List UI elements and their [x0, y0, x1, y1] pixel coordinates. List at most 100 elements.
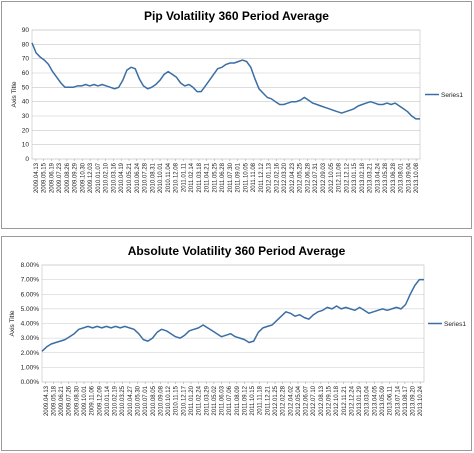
x-tick-label: 2012.11.08	[337, 162, 343, 192]
y-tick-label: 90	[22, 27, 30, 34]
x-tick-label: 2011.01.20	[189, 385, 195, 415]
x-tick-label: 2013.09.20	[411, 385, 417, 416]
y-tick-label: 0	[25, 156, 29, 163]
x-tick-label: 2011.10.05	[243, 162, 249, 192]
x-tick-label: 2012.05.25	[298, 162, 304, 193]
absolute-volatility-chart-panel: Absolute Volatility 360 Period Average 0…	[1, 236, 472, 451]
x-tick-label: 2011.06.03	[220, 385, 226, 415]
x-tick-label: 2009.06.21	[59, 385, 65, 416]
x-tick-label: 2010.05.30	[136, 385, 142, 416]
x-tick-label: 2013.08.17	[403, 385, 409, 416]
x-tick-label: 2013.05.28	[383, 162, 389, 193]
x-tick-label: 2011.09.01	[236, 162, 242, 192]
x-tick-label: 2012.10.05	[329, 162, 335, 193]
x-tick-label: 2009.08.30	[74, 385, 80, 416]
x-tick-label: 2012.01.25	[273, 385, 279, 416]
x-tick-label: 2009.04.13	[34, 162, 40, 193]
y-axis-title: Axis Title	[9, 310, 16, 336]
x-tick-label: 2010.09.08	[158, 385, 164, 416]
x-tick-label: 2011.08.09	[235, 385, 241, 415]
x-tick-label: 2012.08.13	[319, 385, 325, 416]
x-tick-label: 2010.05.21	[127, 162, 133, 193]
x-tick-label: 2010.10.12	[166, 385, 172, 416]
x-tick-label: 2009.12.03	[88, 162, 94, 193]
x-tick-label: 2011.12.21	[265, 385, 271, 415]
series-line	[31, 42, 420, 120]
y-tick-label: 4.00%	[21, 321, 40, 328]
x-tick-label: 2012.07.31	[313, 162, 319, 193]
x-tick-label: 2010.03.16	[111, 162, 117, 193]
y-tick-label: 80	[22, 41, 30, 48]
x-tick-label: 2010.01.14	[105, 385, 111, 416]
x-tick-label: 2011.11.18	[258, 385, 264, 415]
pip-volatility-chart-panel: Pip Volatility 360 Period Average 0 10 20 3…	[1, 1, 472, 229]
y-axis-title: Axis Title	[11, 81, 18, 107]
y-tick-label: 60	[22, 70, 30, 77]
x-tick-label: 2012.12.24	[349, 385, 355, 416]
x-tick-label: 2011.07.30	[228, 162, 234, 192]
x-tick-label: 2012.12.12	[344, 162, 350, 193]
x-tick-label: 2013.10.08	[414, 162, 420, 193]
x-tick-label: 2010.02.19	[113, 385, 119, 416]
x-tick-label: 2013.03.04	[365, 385, 371, 416]
x-tick-label: 2013.04.24	[375, 162, 381, 193]
legend-label: Series1	[441, 92, 463, 99]
x-tick-label: 2012.07.10	[311, 385, 317, 416]
x-tick-label: 2012.02.16	[274, 162, 280, 193]
x-tick-label: 2011.03.29	[204, 385, 210, 415]
y-tick-label: 6.00%	[21, 291, 40, 298]
series-line	[41, 278, 424, 352]
x-tick-label: 2013.04.05	[372, 385, 378, 416]
x-tick-label: 2009.12.09	[97, 385, 103, 416]
x-tick-label: 2011.03.18	[197, 162, 203, 192]
x-tick-label: 2011.09.12	[242, 385, 248, 415]
x-tick-label: 2011.04.21	[205, 162, 211, 192]
x-tick-label: 2011.10.15	[250, 385, 256, 415]
chart-title: Absolute Volatility 360 Period Average	[127, 244, 346, 258]
x-tick-label: 2013.09.04	[406, 162, 412, 193]
x-tick-label: 2012.02.28	[281, 385, 287, 416]
x-tick-label: 2012.10.18	[334, 385, 340, 416]
x-tick-label: 2009.09.29	[73, 162, 79, 193]
x-tick-label: 2012.05.04	[296, 385, 302, 416]
y-tick-label: 2.00%	[21, 350, 40, 357]
x-tick-label: 2010.08.05	[151, 385, 157, 416]
x-tick-label: 2011.05.02	[212, 385, 218, 415]
x-tick-label: 2011.05.25	[212, 162, 218, 192]
x-tick-label: 2011.11.08	[251, 162, 257, 192]
x-tick-label: 2010.12.17	[181, 385, 187, 416]
x-tick-label: 2010.06.24	[135, 162, 141, 193]
x-tick-label: 2010.11.04	[166, 162, 172, 192]
x-tick-label: 2009.07.23	[57, 162, 63, 193]
y-tick-label: 70	[22, 56, 30, 63]
x-tick-label: 2013.05.09	[380, 385, 386, 416]
x-tick-label: 2012.09.03	[321, 162, 327, 193]
x-tick-label: 2010.12.08	[174, 162, 180, 193]
x-tick-label: 2011.07.06	[227, 385, 233, 415]
x-tick-label: 2010.07.28	[143, 162, 149, 193]
y-tick-label: 10	[22, 142, 30, 149]
y-tick-label: 20	[22, 127, 30, 134]
x-tick-label: 2010.11.15	[174, 385, 180, 415]
x-tick-label: 2012.04.02	[288, 385, 294, 416]
x-tick-label: 2012.06.28	[305, 162, 311, 193]
x-tick-label: 2010.04.27	[128, 385, 134, 416]
x-tick-label: 2009.10.30	[80, 162, 86, 193]
x-tick-label: 2011.02.14	[189, 162, 195, 192]
x-tick-label: 2009.06.19	[49, 162, 55, 193]
chart-title: Pip Volatility 360 Period Average	[144, 9, 329, 23]
y-tick-label: 40	[22, 99, 30, 106]
absolute-volatility-chart: 0.00% 1.00% 2.00% 3.00% 4.00% 5.00% 6.00% 7.00%…	[9, 262, 466, 416]
x-tick-label: 2010.04.19	[119, 162, 125, 193]
x-tick-label: 2012.11.21	[342, 385, 348, 415]
y-tick-label: 8.00%	[21, 262, 40, 269]
x-tick-label: 2013.08.01	[399, 162, 405, 193]
x-tick-label: 2012.09.15	[327, 385, 333, 416]
y-tick-label: 30	[22, 113, 30, 120]
x-tick-label: 2011.06.28	[220, 162, 226, 192]
legend-label: Series1	[444, 321, 466, 328]
x-tick-label: 2010.07.01	[143, 385, 149, 416]
x-tick-label: 2010.10.01	[158, 162, 164, 193]
y-tick-label: 50	[22, 84, 30, 91]
x-tick-label: 2013.07.14	[395, 385, 401, 416]
